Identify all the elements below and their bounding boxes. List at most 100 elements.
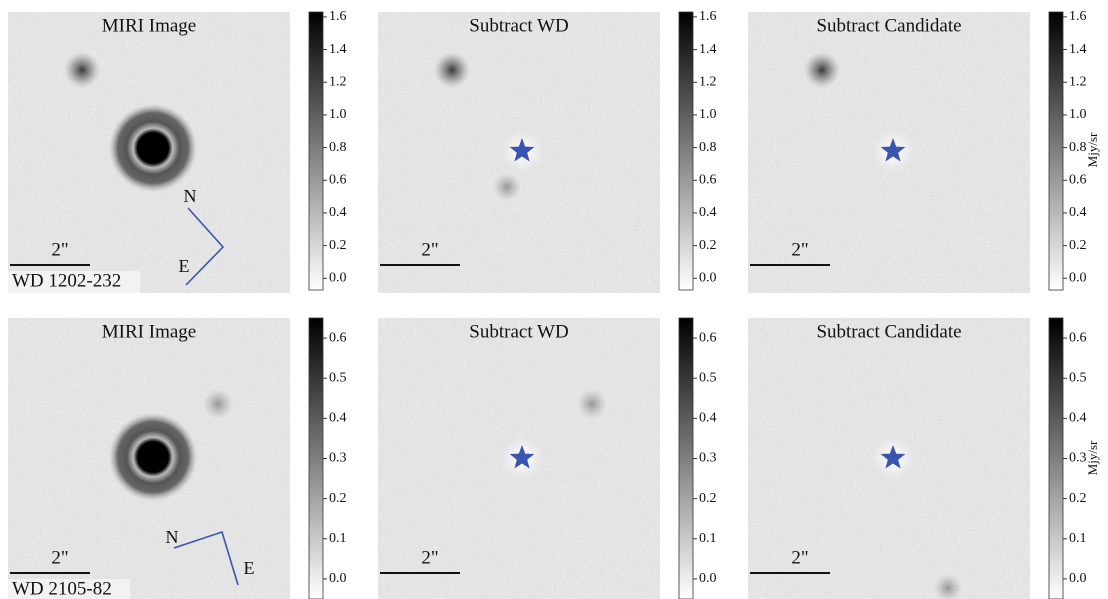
colorbar-tick-label: 0.1: [1069, 531, 1087, 546]
source-blob: [493, 173, 521, 201]
scale-label: 2": [791, 239, 808, 260]
colorbar-tick-label: 0.5: [329, 370, 347, 385]
compass-arrows: [185, 207, 225, 286]
colorbar-unit: Mjy/sr: [1085, 440, 1100, 475]
colorbar: [308, 11, 324, 291]
image-panel: Subtract Candidate 2" 0.0 0.2 0.4 0.6 0.8 1.0 1.…: [748, 9, 1100, 293]
colorbar-tick-label: 0.0: [329, 271, 347, 286]
colorbar-tick-label: 0.2: [699, 491, 717, 506]
colorbar-tick-label: 1.6: [699, 9, 717, 24]
target-label: WD 1202-232: [12, 270, 121, 291]
white-dwarf-psf: [109, 104, 197, 192]
compass-arrows: [173, 530, 239, 586]
colorbar-tick-label: 1.0: [1069, 107, 1087, 122]
colorbar-tick-label: 0.4: [329, 205, 347, 220]
compass: [173, 530, 239, 586]
source-blob: [804, 52, 840, 88]
panel-title: Subtract Candidate: [816, 15, 961, 36]
colorbar-tick-label: 0.2: [699, 238, 717, 253]
colorbar-tick-label: 0.5: [1069, 370, 1087, 385]
colorbar-tick-label: 0.6: [329, 330, 347, 345]
colorbar-tick-label: 0.0: [699, 571, 717, 586]
image-panel: Subtract WD 2" 0.0 0.2 0.4 0.6 0.8 1.0 1.2 1.4 1.6: [378, 9, 717, 293]
target-label-bg: [8, 579, 130, 599]
colorbar: [678, 317, 694, 599]
compass-east: E: [179, 256, 190, 276]
colorbar-tick-label: 1.2: [329, 74, 347, 89]
image-panel: MIRI Image 2" 0.0 0.1 0.2 0.3 0.4 0.5 0.6: [8, 317, 347, 599]
colorbar-tick-label: 0.4: [1069, 205, 1087, 220]
colorbar-tick-label: 1.6: [1069, 9, 1087, 24]
colorbar-tick-label: 0.0: [1069, 271, 1087, 286]
scale-label: 2": [421, 239, 438, 260]
colorbar-tick-label: 0.6: [1069, 330, 1087, 345]
colorbar-tick-label: 0.8: [1069, 140, 1087, 155]
colorbar-tick-label: 0.0: [329, 571, 347, 586]
colorbar-tick-label: 1.4: [699, 42, 717, 57]
target-label: WD 2105-82: [12, 578, 112, 599]
scale-label: 2": [51, 239, 68, 260]
candidate-marker: [880, 138, 906, 162]
colorbar-tick-label: 0.3: [329, 451, 347, 466]
colorbar-tick-label: 0.4: [699, 411, 717, 426]
colorbar-tick-label: 0.2: [329, 491, 347, 506]
colorbar-tick-label: 0.8: [699, 140, 717, 155]
colorbar-tick-label: 0.5: [699, 370, 717, 385]
colorbar-tick-label: 0.4: [699, 205, 717, 220]
colorbar-tick-label: 0.4: [329, 411, 347, 426]
image-panel: Subtract WD 2" 0.0 0.1 0.2 0.3 0.4 0.5 0.6: [378, 317, 717, 599]
colorbar-tick-label: 0.2: [329, 238, 347, 253]
source-blob: [203, 389, 233, 419]
panel-title: Subtract Candidate: [816, 321, 961, 342]
colorbar-unit: Mjy/sr: [1085, 132, 1100, 167]
colorbar-tick-label: 0.3: [1069, 451, 1087, 466]
candidate-marker: [880, 445, 906, 469]
source-blob: [934, 574, 962, 599]
colorbar-tick-label: 0.6: [699, 172, 717, 187]
compass: [185, 207, 225, 286]
colorbar-tick-label: 0.3: [699, 451, 717, 466]
image-panel: MIRI Image 2" 0.0 0.2 0.4 0.6 0.8 1.0 1.2 1.4 1.6: [8, 9, 347, 293]
colorbar-tick-label: 0.6: [1069, 172, 1087, 187]
colorbar-tick-label: 1.0: [699, 107, 717, 122]
compass-north: N: [166, 527, 179, 547]
colorbar-tick-label: 0.2: [1069, 491, 1087, 506]
source-blob: [577, 389, 607, 419]
panel-title: MIRI Image: [102, 15, 196, 36]
candidate-marker: [509, 445, 535, 469]
source-blob: [64, 52, 100, 88]
scale-label: 2": [791, 547, 808, 568]
panel-title: Subtract WD: [469, 321, 568, 342]
colorbar-tick-label: 0.8: [329, 140, 347, 155]
image-panel: Subtract Candidate 2" 0.0 0.1 0.2 0.3 0.4 0.5 0.…: [748, 317, 1100, 599]
colorbar-tick-label: 1.2: [699, 74, 717, 89]
colorbar-tick-label: 0.0: [1069, 571, 1087, 586]
colorbar-tick-label: 0.2: [1069, 238, 1087, 253]
colorbar-tick-label: 0.1: [699, 531, 717, 546]
compass-east: E: [244, 558, 255, 578]
colorbar-tick-label: 1.4: [329, 42, 347, 57]
white-dwarf-psf: [109, 413, 197, 501]
colorbar-tick-label: 0.0: [699, 271, 717, 286]
colorbar-tick-label: 1.2: [1069, 74, 1087, 89]
panel-title: Subtract WD: [469, 15, 568, 36]
scale-label: 2": [421, 547, 438, 568]
colorbar-tick-label: 0.6: [699, 330, 717, 345]
scale-label: 2": [51, 547, 68, 568]
panel-title: MIRI Image: [102, 321, 196, 342]
colorbar-tick-label: 0.4: [1069, 411, 1087, 426]
colorbar-tick-label: 0.6: [329, 172, 347, 187]
compass-north: N: [184, 186, 197, 206]
colorbar-tick-label: 0.1: [329, 531, 347, 546]
candidate-marker: [509, 138, 535, 162]
colorbar: [308, 317, 324, 599]
colorbar: [678, 11, 694, 291]
colorbar-tick-label: 1.4: [1069, 42, 1087, 57]
colorbar-tick-label: 1.6: [329, 9, 347, 24]
colorbar: [1048, 317, 1064, 599]
colorbar: [1048, 11, 1064, 291]
source-blob: [434, 52, 470, 88]
target-label-bg: [8, 271, 140, 293]
colorbar-tick-label: 1.0: [329, 107, 347, 122]
